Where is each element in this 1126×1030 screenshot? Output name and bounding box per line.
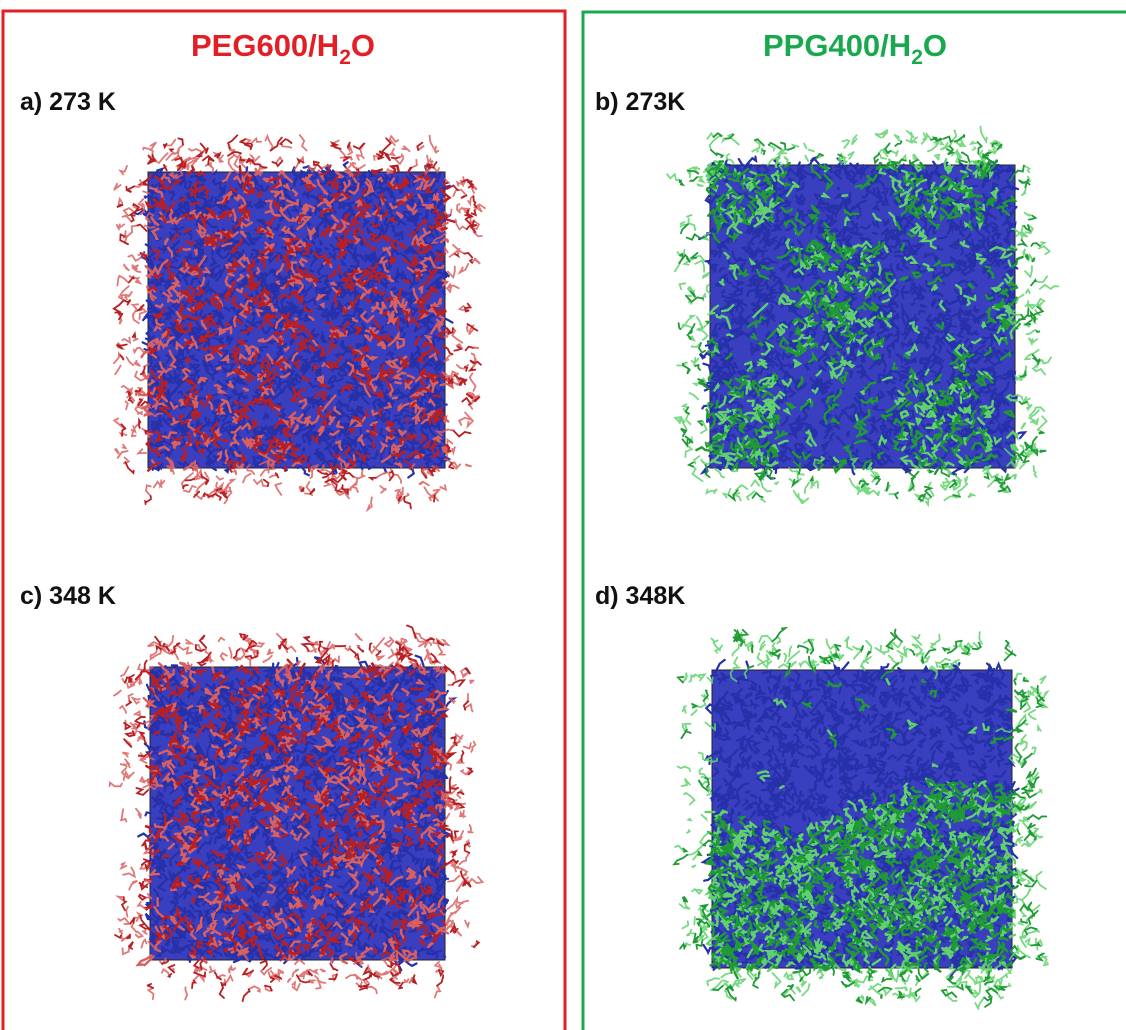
page: PEG600/H2O PPG400/H2O a) 273 K c) 348 K … <box>0 0 1126 1030</box>
title-text: O <box>351 28 375 63</box>
title-text: PPG400/H <box>763 28 911 63</box>
snapshot-label: c) 348 K <box>20 582 116 610</box>
figure: PEG600/H2O PPG400/H2O a) 273 K c) 348 K … <box>0 0 1126 1030</box>
panel-title: PPG400/H2O <box>763 28 947 69</box>
title-subscript: 2 <box>911 46 923 69</box>
panel-title: PEG600/H2O <box>191 28 375 69</box>
title-subscript: 2 <box>339 46 351 69</box>
snapshot-label: b) 273K <box>595 88 685 116</box>
snapshot-label: d) 348K <box>595 582 685 610</box>
title-text: PEG600/H <box>191 28 339 63</box>
snapshot-label: a) 273 K <box>20 88 116 116</box>
title-text: O <box>923 28 947 63</box>
